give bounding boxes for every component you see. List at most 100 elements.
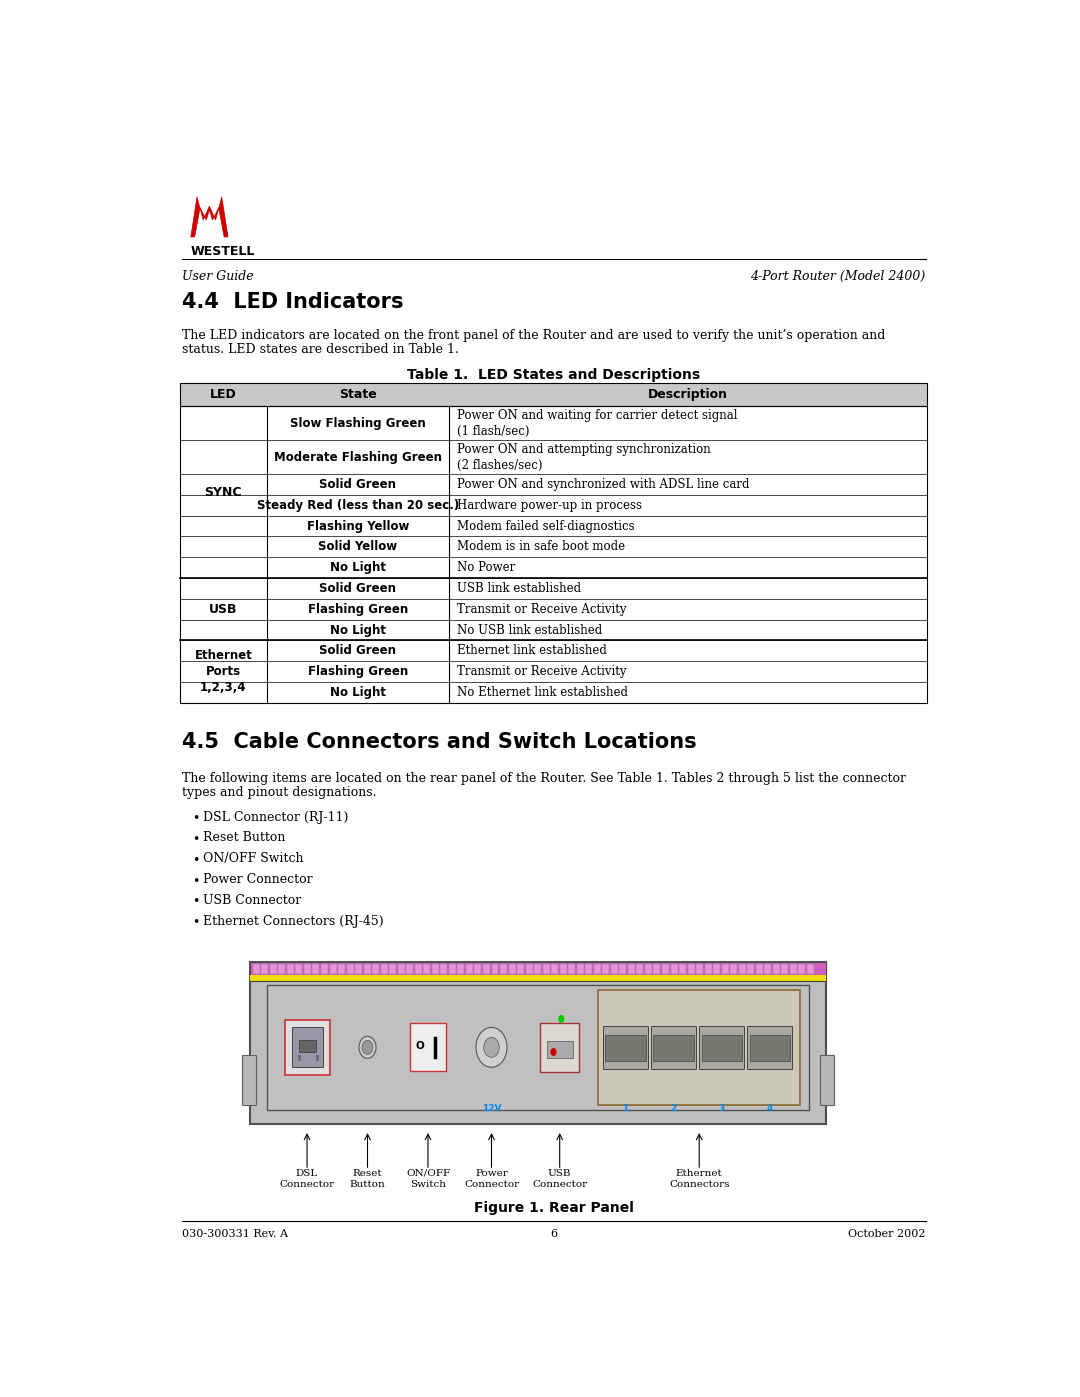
- Bar: [474, 964, 482, 974]
- Circle shape: [551, 1048, 556, 1056]
- Bar: [267, 985, 809, 1111]
- Bar: [798, 964, 806, 974]
- Circle shape: [484, 1038, 499, 1058]
- Text: The LED indicators are located on the front panel of the Router and are used to : The LED indicators are located on the fr…: [181, 330, 885, 342]
- Bar: [389, 964, 396, 974]
- Bar: [713, 964, 720, 974]
- Text: Figure 1. Rear Panel: Figure 1. Rear Panel: [473, 1201, 634, 1215]
- Text: •: •: [192, 854, 200, 866]
- Text: DSL Connector (RJ-11): DSL Connector (RJ-11): [203, 810, 349, 824]
- Text: types and pinout designations.: types and pinout designations.: [181, 787, 376, 799]
- Text: USB: USB: [210, 602, 238, 616]
- Circle shape: [362, 1041, 373, 1055]
- Bar: [270, 964, 276, 974]
- Bar: [180, 383, 927, 407]
- Text: Power
Connector: Power Connector: [464, 1169, 519, 1189]
- Text: Moderate Flashing Green: Moderate Flashing Green: [274, 451, 442, 464]
- Bar: [773, 964, 780, 974]
- Text: 4-Port Router (Model 2400): 4-Port Router (Model 2400): [751, 270, 926, 284]
- Bar: [551, 964, 558, 974]
- Text: Solid Green: Solid Green: [320, 583, 396, 595]
- Text: ON/OFF
Switch: ON/OFF Switch: [406, 1169, 450, 1189]
- Bar: [406, 964, 414, 974]
- Bar: [458, 964, 464, 974]
- Bar: [747, 1025, 793, 1069]
- Bar: [679, 964, 686, 974]
- Text: USB
Connector: USB Connector: [532, 1169, 588, 1189]
- Bar: [546, 1041, 572, 1058]
- Text: 4.4  LED Indicators: 4.4 LED Indicators: [181, 292, 403, 313]
- Text: Flashing Green: Flashing Green: [308, 602, 408, 616]
- Bar: [619, 964, 626, 974]
- Bar: [671, 964, 677, 974]
- Bar: [509, 964, 515, 974]
- Bar: [312, 964, 320, 974]
- Text: No Light: No Light: [329, 562, 386, 574]
- Bar: [699, 1025, 744, 1069]
- Bar: [410, 1024, 446, 1071]
- Text: Reset Button: Reset Button: [203, 831, 285, 844]
- Text: 030-300331 Rev. A: 030-300331 Rev. A: [181, 1229, 287, 1239]
- Bar: [423, 964, 430, 974]
- Text: •: •: [192, 833, 200, 847]
- Circle shape: [476, 1027, 507, 1067]
- Circle shape: [558, 1014, 565, 1023]
- Bar: [261, 964, 268, 974]
- Bar: [303, 964, 311, 974]
- Bar: [483, 964, 490, 974]
- Bar: [180, 407, 927, 703]
- Bar: [739, 964, 745, 974]
- Text: ON/OFF Switch: ON/OFF Switch: [203, 852, 303, 865]
- Bar: [373, 964, 379, 974]
- Bar: [585, 964, 592, 974]
- Bar: [432, 964, 438, 974]
- Bar: [577, 964, 583, 974]
- Bar: [756, 964, 762, 974]
- Text: No Light: No Light: [329, 623, 386, 637]
- Circle shape: [359, 1037, 376, 1059]
- Text: No USB link established: No USB link established: [457, 623, 602, 637]
- Text: Power ON and attempting synchronization: Power ON and attempting synchronization: [457, 443, 711, 455]
- Text: Ethernet
Connectors: Ethernet Connectors: [669, 1169, 729, 1189]
- Bar: [321, 964, 328, 974]
- Text: 3: 3: [718, 1104, 725, 1113]
- Bar: [500, 964, 507, 974]
- Text: DSL
Connector: DSL Connector: [280, 1169, 335, 1189]
- Text: USB link established: USB link established: [457, 583, 581, 595]
- Text: Table 1.  LED States and Descriptions: Table 1. LED States and Descriptions: [407, 367, 700, 381]
- Text: State: State: [339, 388, 377, 401]
- Bar: [721, 964, 729, 974]
- Text: Reset
Button: Reset Button: [350, 1169, 386, 1189]
- Text: No Light: No Light: [329, 686, 386, 698]
- Bar: [653, 1035, 693, 1062]
- Text: SYNC: SYNC: [204, 486, 242, 499]
- Text: Slow Flashing Green: Slow Flashing Green: [289, 416, 426, 430]
- Text: 2: 2: [671, 1104, 677, 1113]
- Bar: [249, 963, 826, 975]
- Text: •: •: [192, 875, 200, 887]
- Bar: [253, 964, 260, 974]
- Bar: [380, 964, 388, 974]
- Bar: [296, 964, 302, 974]
- Text: No Ethernet link established: No Ethernet link established: [457, 686, 627, 698]
- Text: USB Connector: USB Connector: [203, 894, 301, 907]
- Bar: [603, 964, 609, 974]
- Bar: [540, 1023, 579, 1071]
- Text: Power ON and waiting for carrier detect signal: Power ON and waiting for carrier detect …: [457, 409, 738, 422]
- Text: User Guide: User Guide: [181, 270, 253, 284]
- Bar: [781, 964, 788, 974]
- Bar: [606, 1035, 646, 1062]
- Text: (2 flashes/sec): (2 flashes/sec): [457, 458, 542, 472]
- Text: Power ON and synchronized with ADSL line card: Power ON and synchronized with ADSL line…: [457, 478, 750, 490]
- Text: Modem is in safe boot mode: Modem is in safe boot mode: [457, 541, 624, 553]
- Bar: [747, 964, 754, 974]
- Bar: [287, 964, 294, 974]
- Bar: [820, 1055, 834, 1105]
- Text: 12V: 12V: [482, 1104, 501, 1113]
- Text: Transmit or Receive Activity: Transmit or Receive Activity: [457, 665, 626, 678]
- Bar: [526, 964, 532, 974]
- Text: Transmit or Receive Activity: Transmit or Receive Activity: [457, 602, 626, 616]
- Text: •: •: [192, 812, 200, 826]
- Text: Solid Yellow: Solid Yellow: [319, 541, 397, 553]
- Bar: [449, 964, 456, 974]
